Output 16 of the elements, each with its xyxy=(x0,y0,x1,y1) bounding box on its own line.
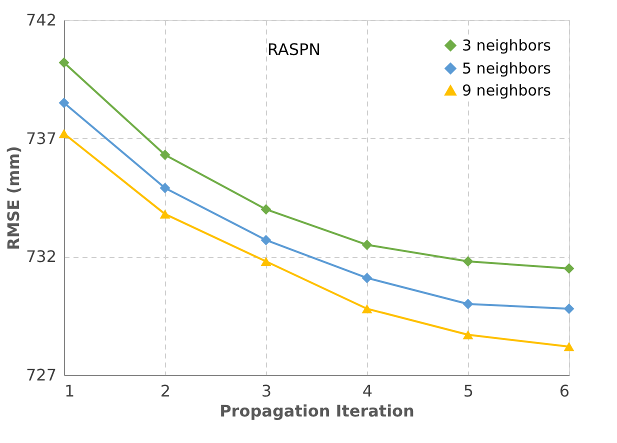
x-tick-label: 3 xyxy=(261,382,272,400)
y-axis-title: RMSE (mm) xyxy=(4,146,23,250)
y-tick-label: 742 xyxy=(26,10,56,30)
x-axis-title: Propagation Iteration xyxy=(220,402,414,420)
legend-label: 9 neighbors xyxy=(462,82,552,100)
x-tick-label: 6 xyxy=(559,382,570,400)
x-tick-label: 5 xyxy=(463,382,474,400)
legend-label: 5 neighbors xyxy=(462,60,552,78)
y-tick-label: 737 xyxy=(26,128,56,148)
x-tick-label: 1 xyxy=(64,382,75,400)
x-tick-label: 2 xyxy=(160,382,171,400)
y-tick-label: 727 xyxy=(26,366,56,384)
x-tick-label: 4 xyxy=(362,382,373,400)
annotation: RASPN xyxy=(267,40,321,59)
y-tick-label: 732 xyxy=(26,247,56,266)
legend-label: 3 neighbors xyxy=(462,36,552,54)
